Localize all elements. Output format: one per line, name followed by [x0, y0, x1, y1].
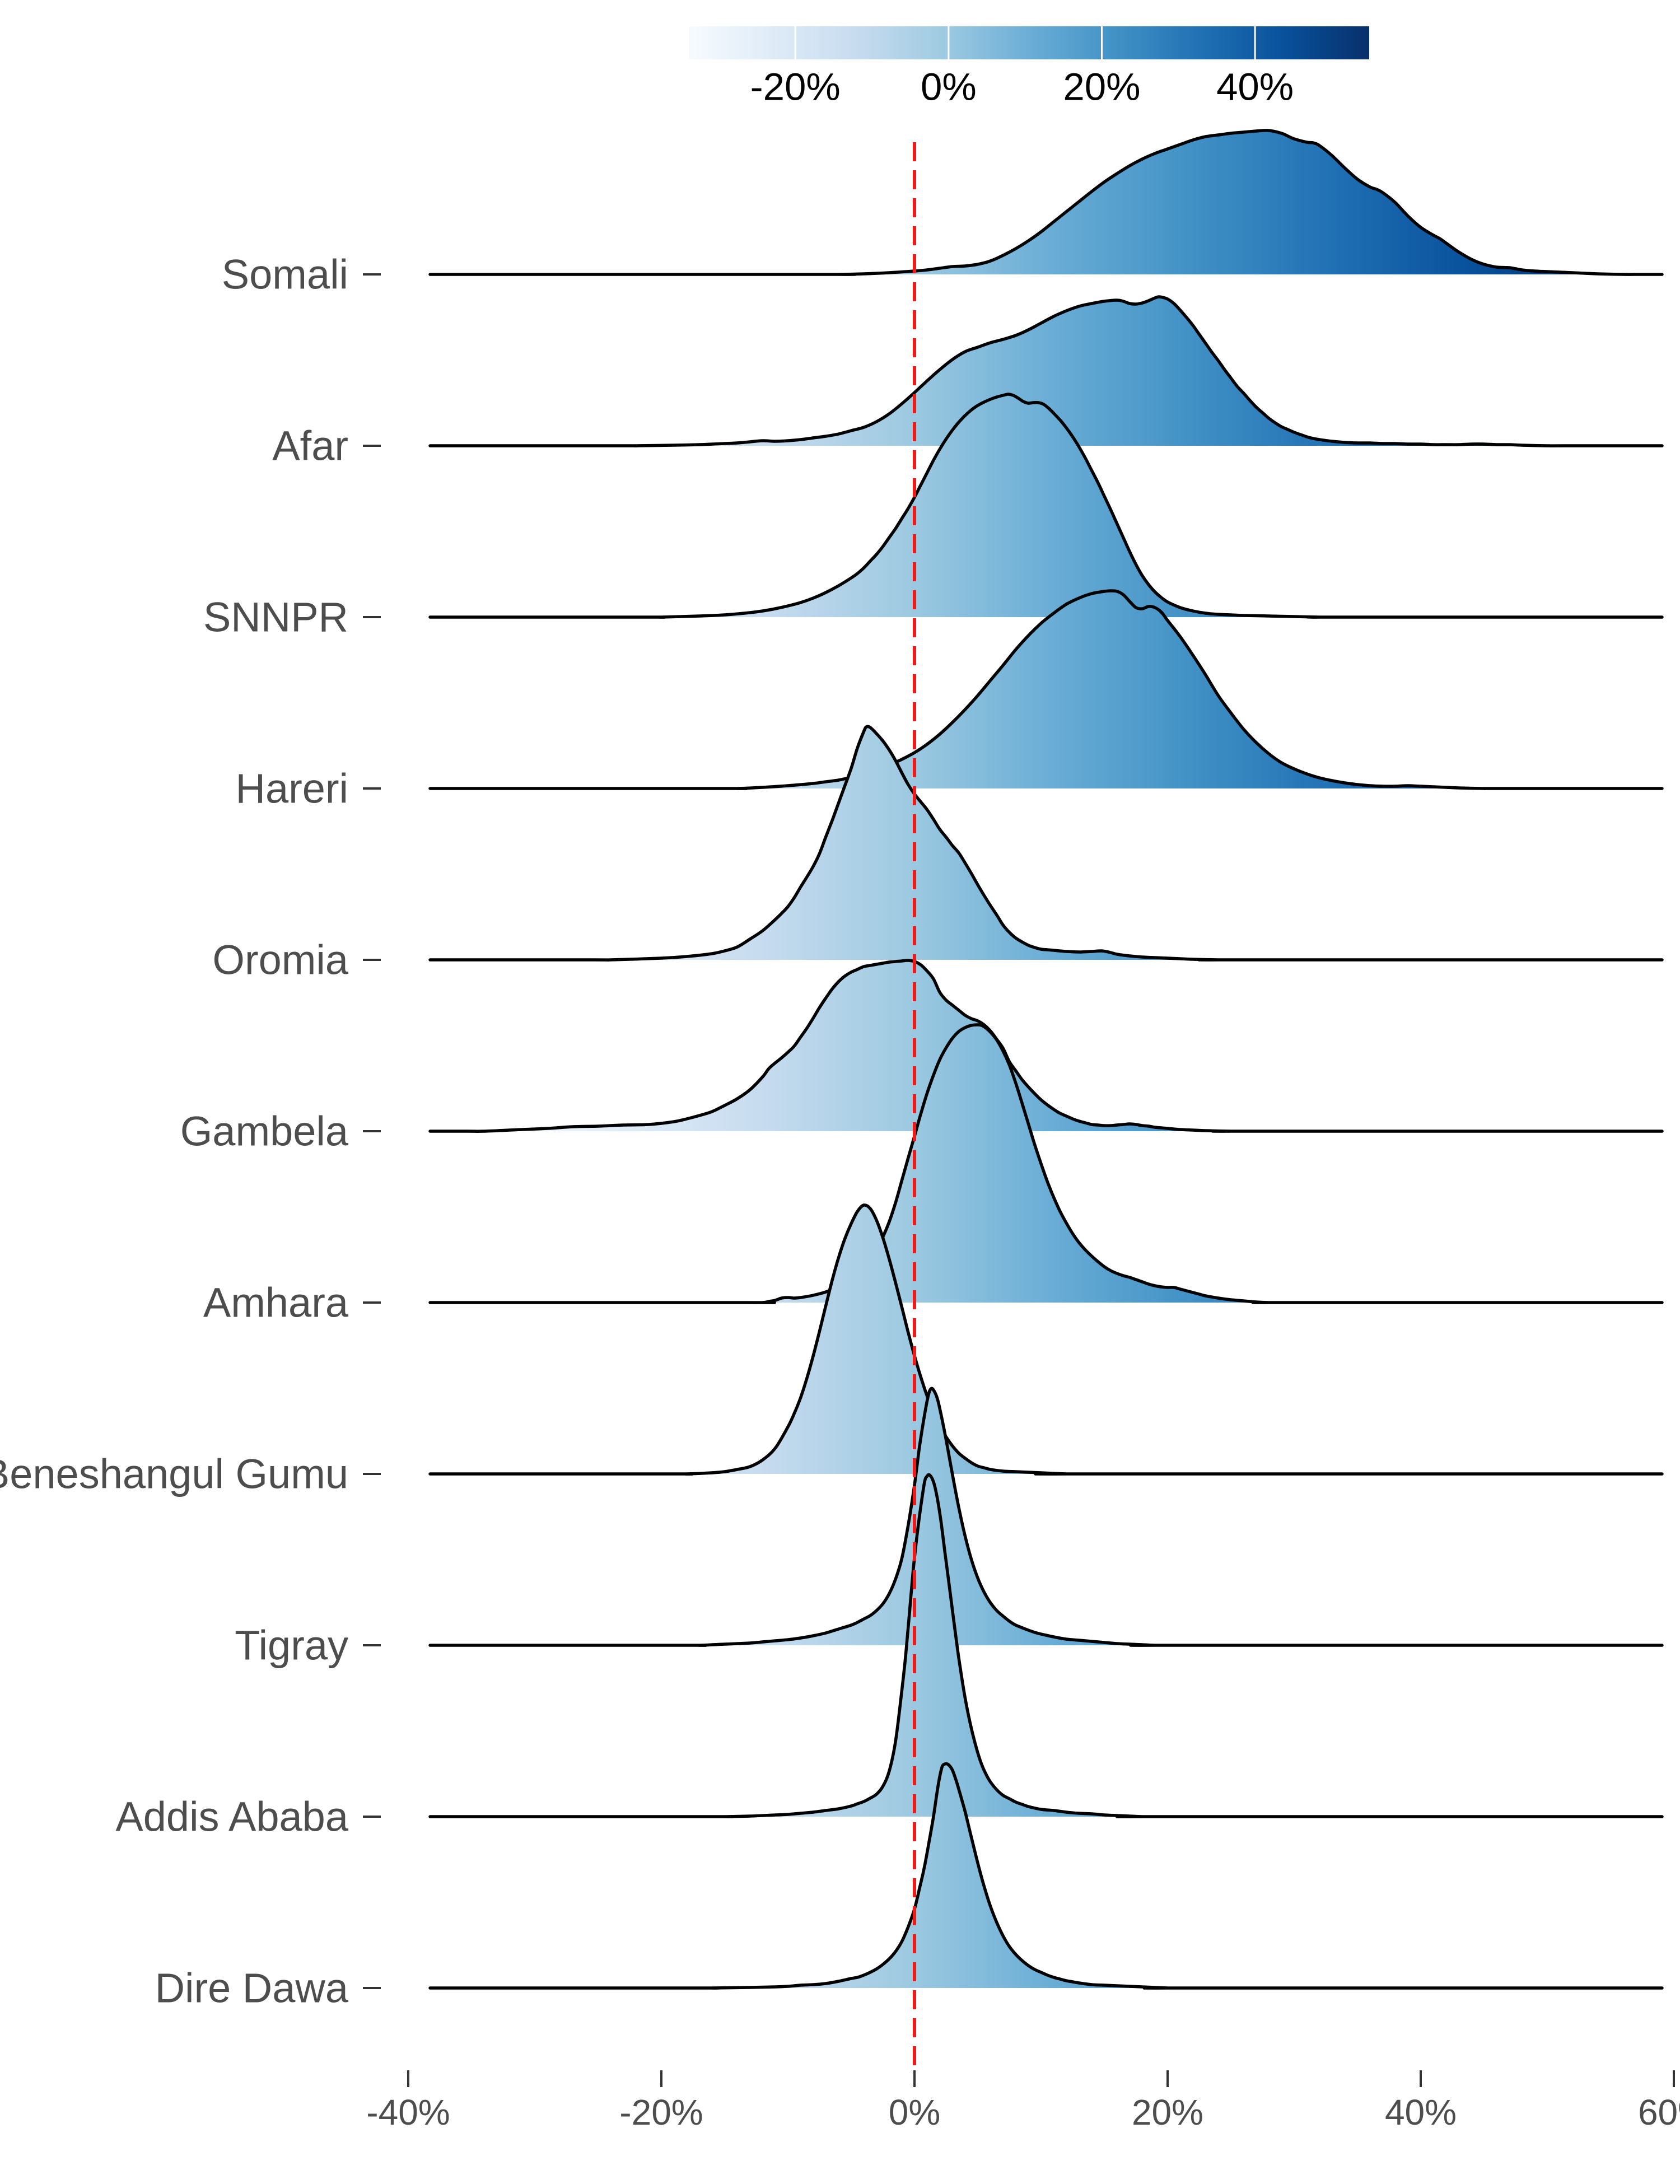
ridge-tigray — [428, 1387, 1664, 1647]
x-tick-label: 0% — [889, 2092, 941, 2132]
y-axis-group: Somali Afar SNNPR Hareri Oromia Gambela Amhara… — [0, 251, 381, 2012]
y-label-tigray: Tigray — [235, 1622, 348, 1669]
y-label-afar: Afar — [272, 423, 348, 469]
legend-colorbar-group: -20% 0% 20% 40% — [689, 26, 1369, 109]
ridge-gambela — [428, 959, 1664, 1133]
x-axis-group: -40% -20% 0% 20% 40% 60% — [366, 2070, 1680, 2132]
legend-colorbar — [689, 26, 1369, 59]
y-label-hareri: Hareri — [236, 766, 348, 812]
x-tick-label: 20% — [1132, 2092, 1203, 2132]
ridge-hareri — [428, 589, 1664, 790]
legend-tick-label: 0% — [921, 66, 977, 109]
y-label-dire-dawa: Dire Dawa — [155, 1965, 349, 2012]
ridge-somali — [428, 129, 1664, 276]
ridge-dire-dawa — [428, 1762, 1664, 1990]
y-label-amhara: Amhara — [203, 1280, 349, 1326]
y-label-beneshangul-gumu: Beneshangul Gumu — [0, 1451, 348, 1497]
y-label-snnpr: SNNPR — [203, 594, 348, 641]
y-label-oromia: Oromia — [212, 937, 348, 983]
ridge-afar — [428, 295, 1664, 447]
ridge-snnpr — [428, 393, 1664, 619]
ridge-addis-ababa — [428, 1473, 1664, 1818]
x-tick-label: -40% — [366, 2092, 450, 2132]
legend-tick-label: 40% — [1216, 66, 1294, 109]
ridge-beneshangul-gumu — [428, 1203, 1664, 1476]
y-label-gambela: Gambela — [180, 1108, 349, 1155]
legend-tick-label: 20% — [1063, 66, 1140, 109]
x-tick-label: 60% — [1638, 2092, 1680, 2132]
legend-tick-label: -20% — [750, 66, 841, 109]
y-label-addis-ababa: Addis Ababa — [115, 1794, 348, 1840]
y-label-somali: Somali — [222, 251, 348, 298]
ridges-group — [428, 129, 1664, 1990]
ridge-amhara — [428, 1023, 1664, 1304]
x-tick-label: -20% — [619, 2092, 703, 2132]
ridge-oromia — [428, 725, 1664, 962]
x-tick-label: 40% — [1385, 2092, 1457, 2132]
